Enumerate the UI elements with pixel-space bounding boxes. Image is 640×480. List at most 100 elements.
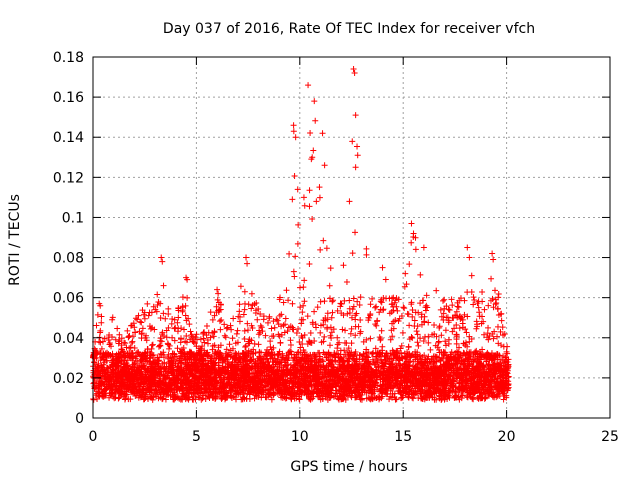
- data-point: [470, 301, 477, 308]
- data-point: [202, 395, 209, 402]
- data-point: [378, 356, 385, 363]
- data-point: [171, 325, 178, 332]
- data-point: [461, 297, 468, 304]
- data-point: [290, 268, 297, 275]
- data-point: [409, 394, 416, 401]
- data-point: [126, 345, 133, 352]
- data-point: [299, 309, 306, 316]
- data-point: [174, 345, 181, 352]
- data-point: [494, 333, 501, 340]
- data-point: [427, 346, 434, 353]
- data-point: [388, 309, 395, 316]
- data-point: [98, 313, 105, 320]
- data-point: [389, 333, 396, 340]
- data-point: [348, 314, 355, 321]
- data-point: [282, 315, 289, 322]
- data-point: [307, 130, 314, 137]
- data-point: [181, 326, 188, 333]
- data-point: [323, 354, 330, 361]
- data-point: [360, 338, 367, 345]
- data-point: [336, 339, 343, 346]
- data-point: [307, 329, 314, 336]
- data-point: [366, 314, 373, 321]
- data-point: [184, 294, 191, 301]
- data-point: [321, 333, 328, 340]
- data-point: [441, 296, 448, 303]
- data-point: [221, 332, 228, 339]
- data-point: [317, 353, 324, 360]
- data-point: [255, 341, 262, 348]
- data-point: [446, 306, 453, 313]
- data-point: [258, 324, 265, 331]
- data-point: [306, 203, 313, 210]
- data-point: [357, 317, 364, 324]
- data-point: [324, 310, 331, 317]
- data-point: [218, 395, 225, 402]
- data-point: [285, 297, 292, 304]
- data-point: [477, 348, 484, 355]
- data-point: [290, 357, 297, 364]
- data-point: [295, 221, 302, 228]
- data-point: [286, 250, 293, 257]
- data-point: [341, 297, 348, 304]
- data-point: [485, 302, 492, 309]
- data-point: [337, 347, 344, 354]
- data-point: [349, 250, 356, 257]
- data-point: [175, 314, 182, 321]
- data-point: [499, 324, 506, 331]
- data-point: [93, 322, 100, 329]
- data-point: [134, 316, 141, 323]
- data-point: [335, 395, 342, 402]
- data-point: [137, 318, 144, 325]
- data-point: [473, 325, 480, 332]
- data-point: [139, 325, 146, 332]
- data-point: [366, 395, 373, 402]
- data-point: [284, 328, 291, 335]
- data-point: [193, 331, 200, 338]
- data-point: [149, 341, 156, 348]
- data-point: [383, 295, 390, 302]
- data-point: [248, 305, 255, 312]
- data-point: [165, 305, 172, 312]
- data-point: [344, 310, 351, 317]
- data-point: [444, 395, 451, 402]
- data-point: [404, 310, 411, 317]
- data-point: [468, 288, 475, 295]
- data-point: [125, 333, 132, 340]
- data-point: [157, 337, 164, 344]
- data-point: [415, 342, 422, 349]
- data-point: [448, 296, 455, 303]
- data-point: [259, 328, 266, 335]
- data-point: [347, 330, 354, 337]
- data-point: [298, 320, 305, 327]
- data-point: [329, 309, 336, 316]
- data-point: [144, 300, 151, 307]
- data-point: [324, 325, 331, 332]
- data-point: [270, 318, 277, 325]
- data-point: [141, 315, 148, 322]
- data-point: [149, 393, 156, 400]
- data-point: [418, 311, 425, 318]
- data-point: [289, 300, 296, 307]
- data-point: [128, 339, 135, 346]
- data-point: [412, 246, 419, 253]
- data-point: [196, 394, 203, 401]
- data-point: [343, 278, 350, 285]
- data-point: [157, 315, 164, 322]
- data-point: [127, 322, 134, 329]
- data-point: [148, 394, 155, 401]
- data-point: [354, 143, 361, 150]
- data-point: [323, 245, 330, 252]
- data-point: [445, 317, 452, 324]
- data-point: [436, 324, 443, 331]
- data-point: [334, 307, 341, 314]
- data-point: [236, 308, 243, 315]
- data-point: [271, 324, 278, 331]
- data-point: [485, 336, 492, 343]
- data-point: [172, 324, 179, 331]
- data-point: [399, 329, 406, 336]
- data-point: [337, 303, 344, 310]
- data-point: [290, 128, 297, 135]
- data-point: [116, 331, 123, 338]
- data-point: [475, 304, 482, 311]
